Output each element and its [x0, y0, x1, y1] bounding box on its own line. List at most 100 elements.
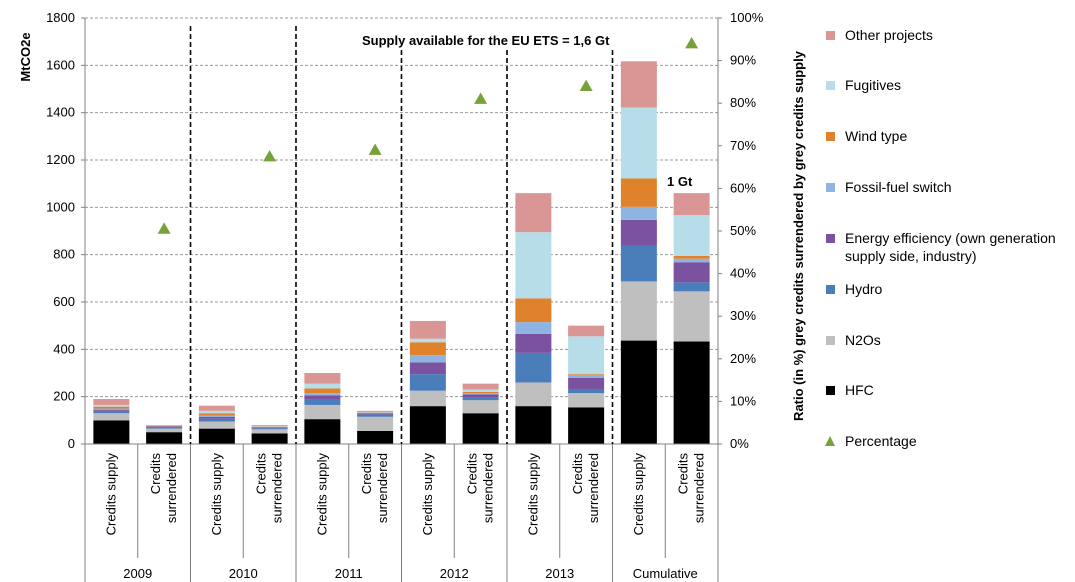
group-label: 2012	[440, 566, 469, 581]
bar-segment	[409, 338, 446, 343]
legend-swatch	[826, 336, 835, 345]
bar-segment	[198, 421, 235, 429]
bar-segment	[673, 255, 710, 259]
category-label: Credits supply	[420, 453, 435, 536]
left-tick-label: 200	[53, 389, 75, 404]
bar-segment	[409, 362, 446, 375]
bar-segment	[673, 291, 710, 342]
bar-segment	[568, 375, 605, 378]
legend: Other projects Fugitives Wind type Fossil-f…	[825, 27, 1056, 449]
percentage-point	[579, 79, 593, 92]
left-tick-label: 400	[53, 341, 75, 356]
legend-label: Wind type	[845, 128, 907, 144]
bar-segment	[198, 405, 235, 411]
left-tick-label: 1600	[46, 57, 75, 72]
bar-segment	[146, 428, 183, 433]
bar-segment	[462, 391, 499, 394]
bar-segment	[515, 352, 552, 383]
bar-segment	[198, 428, 235, 444]
legend-swatch	[826, 285, 835, 294]
right-axis-ticks: 0% 10% 20% 30% 40% 50% 60% 70% 80% 90% 100%	[718, 10, 764, 451]
bar-segment	[93, 406, 130, 409]
bar-segment	[251, 429, 288, 434]
legend-swatch-percentage	[825, 436, 835, 446]
bar-segment	[304, 419, 341, 444]
legend-swatch	[826, 31, 835, 40]
group-labels: 2009 2010 2011 2012 2013 Cumulative	[123, 566, 697, 581]
right-tick-label: 40%	[730, 266, 756, 281]
bar-segment	[620, 281, 657, 341]
group-label: Cumulative	[633, 566, 698, 581]
bar-segment	[304, 393, 341, 396]
bar-segment	[304, 404, 341, 420]
bar-segment	[357, 414, 394, 417]
bar-segment	[673, 193, 710, 216]
bar-segment	[357, 410, 394, 413]
bar-segment	[620, 340, 657, 444]
bar-segment	[93, 413, 130, 421]
category-label: Credits supply	[525, 453, 540, 536]
category-labels: Credits supply Creditssurrendered Credits …	[103, 453, 706, 536]
bar-segment	[515, 382, 552, 407]
bar-segment	[568, 389, 605, 394]
bar-segment	[462, 413, 499, 444]
bar-segment	[409, 390, 446, 407]
bar-segment	[93, 408, 130, 410]
bar-segment	[462, 400, 499, 414]
category-label: Creditssurrendered	[254, 453, 285, 524]
legend-label: HFC	[845, 382, 874, 398]
one-gt-annotation: 1 Gt	[667, 174, 693, 189]
legend-swatch	[826, 183, 835, 192]
percentage-point	[157, 222, 171, 234]
supply-annotation: Supply available for the EU ETS = 1,6 Gt	[362, 33, 610, 48]
bar-segment	[515, 322, 552, 334]
bar-segment	[673, 258, 710, 263]
bar-segment	[409, 374, 446, 391]
group-label: 2013	[545, 566, 574, 581]
bar-segment	[409, 355, 446, 363]
right-tick-label: 80%	[730, 95, 756, 110]
bar-segment	[673, 215, 710, 256]
bar-segment	[251, 425, 288, 427]
bar-segment	[620, 219, 657, 246]
bar-segment	[93, 420, 130, 444]
bar-segment	[409, 320, 446, 339]
bar-segment	[673, 341, 710, 444]
right-tick-label: 50%	[730, 223, 756, 238]
group-label: 2011	[335, 566, 363, 581]
legend-label: Fossil-fuel switch	[845, 179, 952, 195]
bar-segment	[146, 432, 183, 444]
right-tick-label: 10%	[730, 393, 756, 408]
left-tick-label: 1800	[46, 10, 75, 25]
percentage-point	[474, 92, 488, 104]
legend-swatch	[826, 386, 835, 395]
category-label: Creditssurrendered	[148, 453, 179, 524]
bar-segment	[304, 399, 341, 405]
bar-segment	[198, 413, 235, 416]
bar-segment	[568, 393, 605, 408]
bar-segment	[568, 336, 605, 375]
bar-segment	[146, 425, 183, 426]
left-tick-label: 1400	[46, 105, 75, 120]
percentage-point	[368, 143, 382, 155]
category-label: Creditssurrendered	[570, 453, 601, 524]
bar-segment	[673, 262, 710, 283]
bar-segment	[304, 383, 341, 389]
y-axis-label: MtCO2e	[18, 32, 33, 81]
right-tick-label: 100%	[730, 10, 764, 25]
bar-segment	[304, 395, 341, 400]
category-label: Creditssurrendered	[465, 453, 496, 524]
bar-segment	[93, 409, 130, 411]
bar-segment	[462, 389, 499, 392]
bar-segment	[620, 178, 657, 207]
left-tick-label: 600	[53, 294, 75, 309]
bar-segment	[462, 394, 499, 398]
bar-segment	[357, 416, 394, 431]
bar-segment	[198, 418, 235, 422]
percentage-point	[263, 149, 277, 162]
bar-segment	[198, 416, 235, 419]
legend-label: N2Os	[845, 332, 881, 348]
right-tick-label: 70%	[730, 138, 756, 153]
right-tick-label: 90%	[730, 53, 756, 68]
